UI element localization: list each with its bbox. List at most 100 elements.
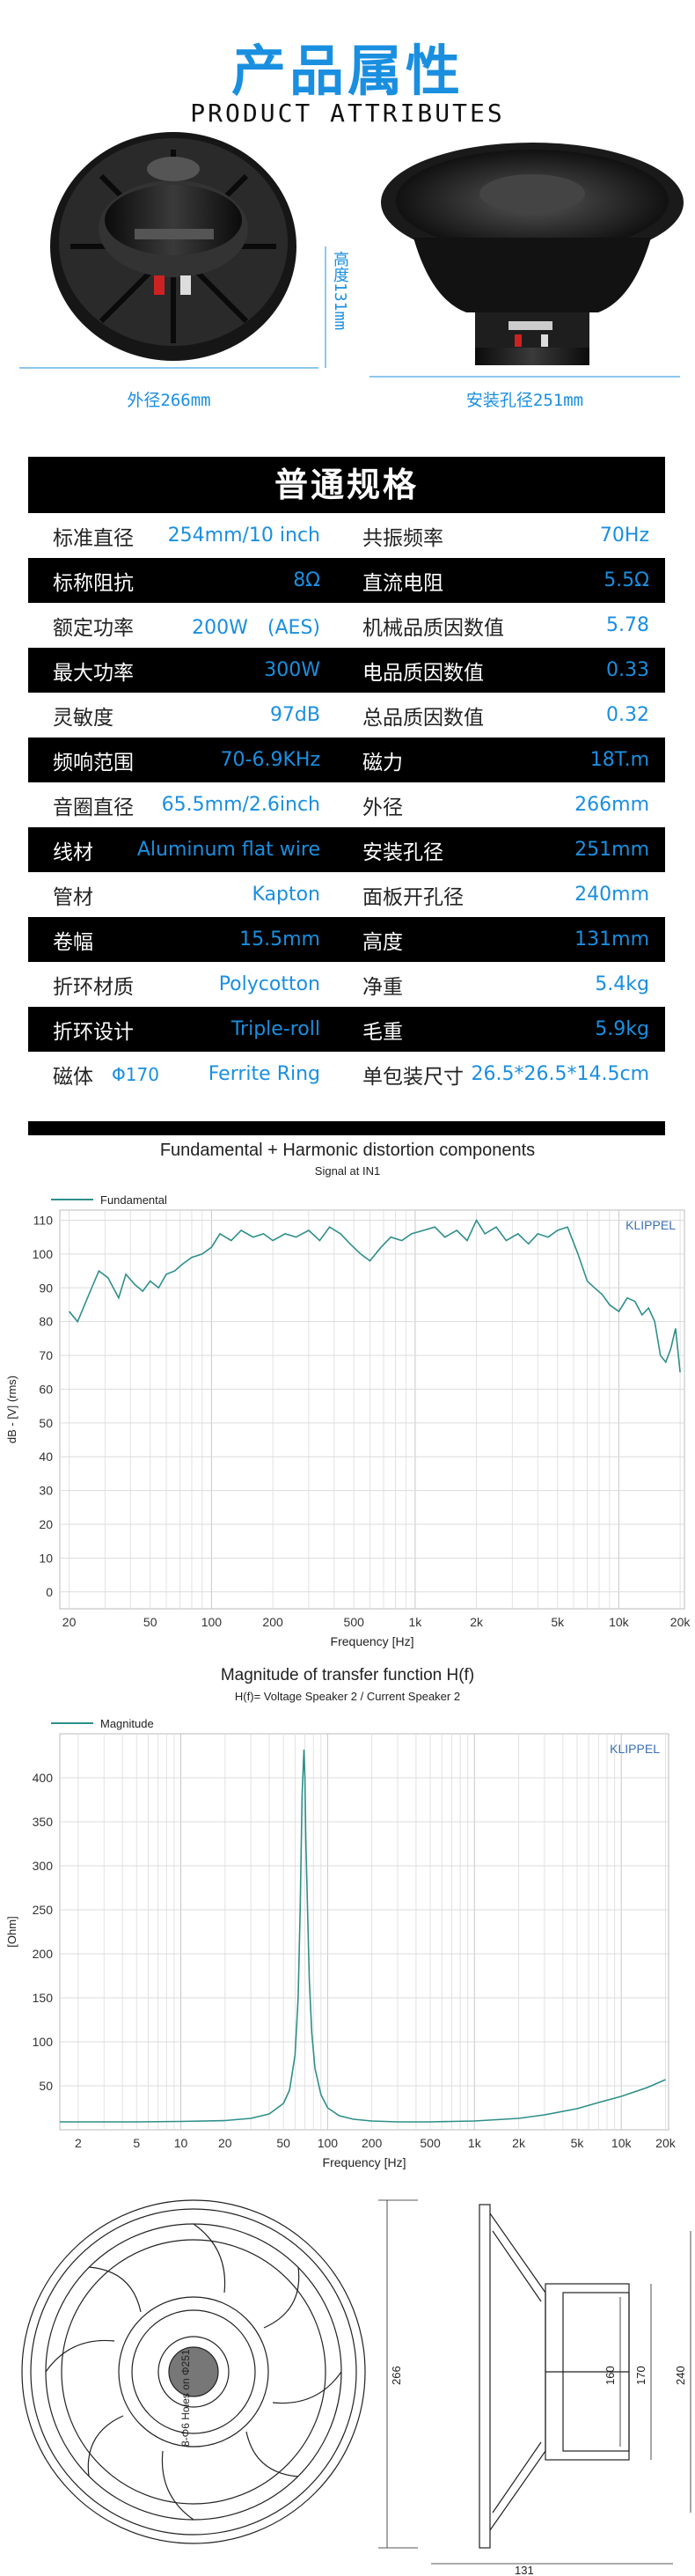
spec-row: 音圈直径 65.5mm/2.6inch 外径 266mm: [28, 782, 665, 827]
spec-label: 线材: [53, 840, 93, 864]
spec-label: 卷幅: [53, 930, 93, 954]
legend-label: Magnitude: [100, 1717, 154, 1730]
x-tick-label: 2k: [512, 2136, 526, 2150]
x-tick-label: 5: [133, 2136, 140, 2150]
spec-row: 折环材质 Polycotton 净重 5.4kg: [28, 962, 665, 1007]
plot-area: [59, 1209, 685, 1610]
spec-table-title: 普通规格: [28, 457, 665, 513]
plot-area: [59, 1733, 669, 2131]
spec-label: 最大功率: [53, 661, 134, 685]
mount-hole-caption: 安装孔径251mm: [465, 391, 584, 410]
x-tick-label: 10k: [609, 1615, 630, 1629]
dim-170-label: 170: [634, 2366, 647, 2385]
spec-value: 200W (AES): [192, 616, 320, 639]
x-tick-label: 200: [362, 2136, 383, 2150]
speaker-front-photo: [381, 143, 684, 365]
spec-label: 额定功率: [53, 616, 134, 640]
dim-160-label: 160: [604, 2366, 617, 2385]
dim-height-label: 131: [515, 2564, 534, 2576]
spec-label: 安装孔径: [362, 840, 443, 864]
y-tick-label: 0: [46, 1585, 53, 1599]
x-tick-label: 2: [75, 2136, 82, 2150]
x-tick-label: 50: [276, 2136, 290, 2150]
spec-label: 外径: [362, 796, 403, 819]
spec-row: 管材 Kapton 面板开孔径 240mm: [28, 872, 665, 917]
spec-row: 灵敏度 97dB 总品质因数值 0.32: [28, 693, 665, 738]
spec-value: Aluminum flat wire: [136, 839, 320, 861]
series-line: [60, 1749, 666, 2123]
spec-row: 卷幅 15.5mm 高度 131mm: [28, 917, 665, 962]
chart2-subtitle: H(f)= Voltage Speaker 2 / Current Speake…: [234, 1690, 461, 1703]
spec-value: 5.4kg: [595, 973, 649, 995]
x-axis-label: Frequency [Hz]: [323, 2155, 406, 2169]
x-tick-label: 50: [143, 1615, 157, 1629]
x-tick-label: 5k: [571, 2136, 585, 2150]
x-tick-label: 5k: [551, 1615, 565, 1629]
spec-label: 高度: [362, 930, 403, 954]
spec-row: 频响范围 70-6.9KHz 磁力 18T.m: [28, 738, 665, 782]
y-tick-label: 110: [33, 1214, 54, 1228]
spec-value: 18T.m: [589, 749, 649, 771]
spec-value: 251mm: [574, 839, 649, 861]
x-tick-label: 1k: [468, 2136, 482, 2150]
spec-value: 70Hz: [599, 525, 649, 547]
spec-table: 标准直径 254mm/10 inch 共振频率 70Hz 标称阻抗 8Ω 直流电阻 5.5Ω 额…: [28, 513, 665, 1097]
series-line: [68, 1218, 681, 1373]
x-tick-label: 20: [218, 2136, 232, 2150]
spec-value: 254mm/10 inch: [167, 525, 320, 547]
spec-label: 标准直径: [53, 526, 134, 550]
spec-value: 70-6.9KHz: [220, 749, 320, 771]
spec-label: 直流电阻: [362, 571, 443, 595]
product-photos: [19, 132, 684, 378]
spec-value: 266mm: [574, 794, 649, 816]
spec-label: 标称阻抗: [53, 571, 134, 595]
x-tick-label: 100: [201, 1615, 223, 1629]
x-tick-label: 2k: [470, 1615, 484, 1629]
spec-value: 240mm: [574, 884, 649, 906]
x-axis-label: Frequency [Hz]: [331, 1634, 414, 1648]
spec-label: 折环设计: [53, 1020, 134, 1044]
x-tick-label: 20k: [670, 1615, 691, 1629]
spec-value: 26.5*26.5*14.5cm: [471, 1063, 649, 1085]
legend-label: Fundamental: [100, 1193, 167, 1207]
y-tick-label: 60: [39, 1382, 53, 1396]
outer-diameter-caption: 外径266mm: [127, 391, 211, 410]
spec-label: 磁体: [53, 1065, 93, 1089]
fundamental-chart: 0 10 20 30 40 50 60 70 80 90 100 110 20 50 100 200 500 1k…: [5, 1193, 691, 1648]
dim-240-label: 240: [674, 2366, 687, 2385]
y-tick-label: 80: [39, 1315, 53, 1329]
spec-row: 标准直径 254mm/10 inch 共振频率 70Hz: [28, 513, 665, 558]
spec-value: Triple-roll: [230, 1018, 320, 1040]
spec-label: 单包装尺寸: [362, 1065, 464, 1089]
chart1-subtitle: Signal at IN1: [314, 1164, 381, 1178]
spec-value: 0.33: [606, 659, 649, 681]
spec-label: 电品质因数值: [362, 661, 484, 685]
dim-outer-label: 266: [390, 2366, 403, 2385]
y-tick-label: 50: [39, 1416, 53, 1430]
x-tick-label: 500: [420, 2136, 441, 2150]
y-tick-label: 400: [33, 1771, 54, 1785]
page-title: 产品属性: [230, 39, 464, 103]
spec-label: 灵敏度: [53, 706, 113, 730]
y-axis-label: dB - [V] (rms): [5, 1376, 18, 1443]
x-tick-label: 500: [344, 1615, 365, 1629]
y-tick-label: 200: [33, 1947, 54, 1961]
spec-row: 最大功率 300W 电品质因数值 0.33: [28, 648, 665, 693]
spec-table-footer: [28, 1121, 665, 1135]
y-tick-label: 100: [33, 1247, 54, 1261]
spec-value: Ferrite Ring: [208, 1063, 320, 1085]
y-tick-label: 350: [33, 1815, 54, 1829]
spec-value: 5.5Ω: [604, 569, 649, 591]
spec-value: 5.78: [606, 614, 649, 636]
spec-value: 65.5mm/2.6inch: [161, 794, 320, 816]
x-tick-label: 100: [318, 2136, 339, 2150]
y-tick-label: 90: [39, 1281, 53, 1295]
y-tick-label: 10: [39, 1551, 53, 1565]
y-tick-label: 40: [39, 1449, 53, 1464]
y-axis-label: [Ohm]: [5, 1916, 18, 1947]
spec-value: 15.5mm: [239, 928, 320, 950]
spec-label: 净重: [362, 975, 403, 999]
y-tick-label: 50: [39, 2079, 53, 2093]
brand-label: KLIPPEL: [626, 1218, 676, 1232]
spec-label: 磁力: [362, 751, 403, 774]
